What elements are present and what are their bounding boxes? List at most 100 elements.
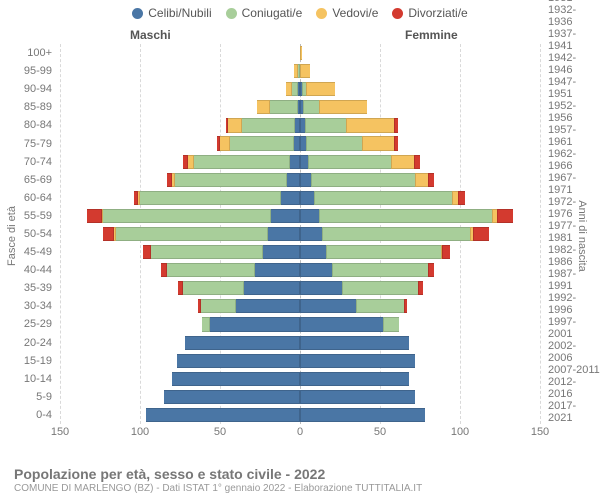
bar-segment (300, 245, 326, 259)
birth-year-label: 1937-1941 (544, 28, 600, 52)
chart-subtitle: COMUNE DI MARLENGO (BZ) - Dati ISTAT 1° … (14, 483, 586, 494)
female-half (300, 315, 540, 333)
male-half (60, 116, 300, 134)
bar-segment (103, 209, 271, 223)
pyramid-row (60, 243, 540, 261)
birth-year-label: 1947-1951 (544, 76, 600, 100)
bar-segment (236, 299, 300, 313)
age-label: 100+ (0, 44, 56, 62)
male-half (60, 207, 300, 225)
bar-segment (87, 209, 101, 223)
legend-item: Celibi/Nubili (132, 6, 211, 20)
legend-item: Coniugati/e (226, 6, 303, 20)
pyramid-row (60, 44, 540, 62)
birth-year-label: 1982-1986 (544, 244, 600, 268)
legend-label: Vedovi/e (332, 6, 378, 20)
bar-segment (172, 372, 300, 386)
pyramid-row (60, 62, 540, 80)
bar-segment (497, 209, 513, 223)
pyramid-row (60, 297, 540, 315)
female-half (300, 44, 540, 62)
legend-label: Divorziati/e (408, 6, 467, 20)
bar-segment (183, 281, 244, 295)
male-half (60, 352, 300, 370)
pyramid-row (60, 153, 540, 171)
bar-segment (300, 46, 302, 60)
legend-label: Coniugati/e (242, 6, 303, 20)
female-half (300, 80, 540, 98)
bar-segment (175, 173, 287, 187)
female-half (300, 370, 540, 388)
chart-title: Popolazione per età, sesso e stato civil… (14, 466, 586, 482)
female-half (300, 406, 540, 424)
legend-swatch (392, 8, 403, 19)
birth-year-label: 1972-1976 (544, 196, 600, 220)
male-half (60, 406, 300, 424)
birth-year-label: 1962-1966 (544, 148, 600, 172)
legend-swatch (132, 8, 143, 19)
birth-year-label: 2002-2006 (544, 340, 600, 364)
legend-label: Celibi/Nubili (148, 6, 211, 20)
female-half (300, 153, 540, 171)
legend-item: Divorziati/e (392, 6, 467, 20)
bar-segment (442, 245, 450, 259)
bar-segment (300, 336, 409, 350)
male-half (60, 171, 300, 189)
bar-segment (300, 227, 322, 241)
age-label: 70-74 (0, 153, 56, 171)
bar-segment (287, 173, 300, 187)
bar-segment (308, 155, 391, 169)
bar-segment (103, 227, 114, 241)
bar-segment (428, 173, 434, 187)
bar-segment (300, 390, 415, 404)
female-half (300, 388, 540, 406)
bar-segment (271, 209, 300, 223)
age-label: 80-84 (0, 116, 56, 134)
age-label: 20-24 (0, 334, 56, 352)
bar-segment (342, 281, 419, 295)
pyramid-row (60, 171, 540, 189)
bar-segment (151, 245, 263, 259)
bar-segment (394, 118, 397, 132)
legend-swatch (316, 8, 327, 19)
bar-segment (326, 245, 441, 259)
pyramid-row (60, 225, 540, 243)
y-right-labels: 2017-20212012-20162007-20112002-20061997… (544, 44, 600, 424)
pyramid-row (60, 352, 540, 370)
age-label: 45-49 (0, 243, 56, 261)
bar-segment (418, 281, 423, 295)
legend-swatch (226, 8, 237, 19)
pyramid-row (60, 116, 540, 134)
age-label: 85-89 (0, 98, 56, 116)
male-half (60, 261, 300, 279)
female-half (300, 135, 540, 153)
female-half (300, 62, 540, 80)
x-tick: 50 (374, 426, 386, 438)
birth-year-label: 1932-1936 (544, 4, 600, 28)
bar-segment (303, 100, 319, 114)
male-half (60, 98, 300, 116)
bar-segment (164, 390, 300, 404)
age-label: 95-99 (0, 62, 56, 80)
bar-segment (300, 317, 383, 331)
male-half (60, 62, 300, 80)
bar-segment (383, 317, 399, 331)
male-half (60, 243, 300, 261)
age-label: 30-34 (0, 297, 56, 315)
female-half (300, 225, 540, 243)
bar-segment (230, 136, 294, 150)
x-tick: 0 (297, 426, 303, 438)
female-half (300, 189, 540, 207)
bar-segment (415, 173, 428, 187)
male-half (60, 189, 300, 207)
bar-segment (314, 191, 452, 205)
bar-segment (300, 372, 409, 386)
female-half (300, 171, 540, 189)
bar-segment (362, 136, 394, 150)
bar-segment (394, 136, 397, 150)
birth-year-label: 1992-1996 (544, 292, 600, 316)
female-half (300, 261, 540, 279)
male-half (60, 334, 300, 352)
legend: Celibi/Nubili Coniugati/e Vedovi/e Divorzia… (0, 6, 600, 20)
bar-segment (242, 118, 295, 132)
